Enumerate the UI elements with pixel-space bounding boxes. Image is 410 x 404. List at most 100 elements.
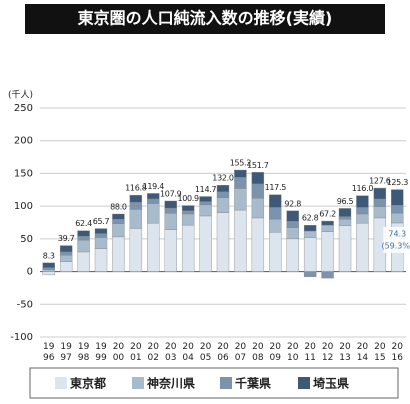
bar-segment	[112, 213, 125, 220]
bar-segment	[216, 185, 230, 192]
total-label: 127.6	[369, 177, 391, 186]
total-label: 151.7	[247, 161, 269, 170]
legend-label: 埼玉県	[313, 376, 349, 391]
annotation: 74.3	[388, 229, 406, 238]
title-bar	[25, 4, 385, 34]
bar-segment	[251, 172, 265, 185]
total-label: 125.3	[387, 178, 409, 187]
bar-segment	[59, 245, 73, 253]
bar-segment	[42, 262, 55, 268]
bar-segment	[391, 212, 404, 224]
bar-segment	[251, 198, 265, 219]
bar-segment	[129, 209, 143, 229]
annotation: (59.3%)	[381, 241, 410, 250]
bar-segment	[112, 219, 125, 225]
total-label: 39.7	[58, 234, 75, 243]
x-tick-label: 20 02	[148, 342, 160, 363]
bar-segment	[147, 193, 160, 200]
bar-segment	[286, 220, 299, 228]
bar-segment	[391, 189, 404, 206]
bar-segment	[356, 207, 369, 215]
y-tick-label: 100	[14, 201, 33, 212]
bar-segment	[269, 219, 282, 233]
bar-segment	[234, 177, 247, 189]
bar-segment	[216, 212, 230, 272]
total-label: 107.9	[160, 189, 182, 198]
legend-swatch	[55, 377, 67, 389]
bar-segment	[112, 236, 125, 272]
bar-segment	[338, 208, 352, 217]
y-axis-label: (千人)	[8, 90, 33, 101]
bar-segment	[199, 204, 212, 217]
bar-segment	[164, 229, 177, 272]
bar-segment	[269, 207, 282, 220]
bar-segment	[321, 231, 334, 272]
bar-segment	[251, 217, 265, 272]
x-tick-label: 20 09	[270, 342, 282, 363]
total-label: 116.8	[125, 184, 147, 193]
x-tick-label: 19 99	[95, 342, 107, 363]
legend-label: 神奈川県	[147, 376, 195, 391]
x-tick-label: 20 14	[357, 342, 369, 363]
bar-segment	[356, 195, 369, 208]
total-label: 62.8	[302, 214, 319, 223]
bar-segment	[94, 233, 108, 238]
x-tick-label: 20 13	[339, 342, 351, 363]
total-label: 8.3	[43, 251, 55, 260]
x-tick-label: 20 01	[130, 342, 142, 363]
y-tick-label: 250	[14, 103, 33, 114]
bar-segment	[42, 269, 55, 272]
bar-segment	[303, 230, 317, 238]
bar-segment	[303, 237, 317, 272]
bar-segment	[321, 271, 334, 279]
bar-segment	[42, 267, 55, 270]
bar-segment	[391, 205, 404, 214]
bar-segment	[147, 203, 160, 224]
bar-segment	[286, 238, 299, 272]
bar-segment	[164, 213, 177, 230]
total-label: 116.0	[352, 184, 374, 193]
bar-segment	[129, 194, 143, 203]
x-tick-label: 20 11	[304, 342, 316, 363]
x-tick-label: 20 16	[392, 342, 404, 363]
bar-segment	[356, 213, 369, 224]
bar-segment	[234, 188, 247, 211]
bar-segment	[112, 223, 125, 238]
x-tick-label: 19 98	[78, 342, 90, 363]
x-tick-label: 20 06	[217, 342, 229, 363]
bar-segment	[59, 251, 73, 256]
y-tick-label: -50	[17, 299, 33, 310]
bar-segment	[303, 271, 317, 278]
chart-title: 東京圏の人口純流入数の推移(実績)	[78, 9, 333, 28]
bar-segment	[59, 255, 73, 262]
bar-segment	[373, 206, 387, 219]
bar-segment	[77, 230, 90, 237]
total-label: 67.2	[319, 210, 336, 219]
bar-segment	[181, 224, 195, 272]
bar-segment	[164, 207, 177, 214]
bar-segment	[59, 261, 73, 272]
total-label: 88.0	[110, 202, 127, 211]
bar-segment	[338, 225, 352, 272]
bar-segment	[199, 201, 212, 206]
legend-box	[29, 367, 399, 399]
x-tick-label: 20 12	[322, 342, 334, 363]
bar-segment	[42, 271, 55, 276]
bar-segment	[199, 196, 212, 202]
y-tick-label: -100	[10, 332, 33, 343]
total-label: 96.5	[337, 197, 354, 206]
total-label: 114.7	[195, 185, 217, 194]
bar-segment	[269, 232, 282, 272]
x-tick-label: 20 08	[252, 342, 264, 363]
legend-swatch	[220, 377, 232, 389]
bar-segment	[303, 225, 317, 232]
bar-segment	[216, 191, 230, 198]
bar-segment	[77, 239, 90, 253]
y-tick-label: 50	[20, 234, 33, 245]
total-label: 155.2	[230, 159, 252, 168]
bar-segment	[286, 210, 299, 222]
total-label: 132.0	[212, 174, 234, 183]
bar-segment	[199, 215, 212, 272]
legend-label: 東京都	[70, 376, 106, 391]
